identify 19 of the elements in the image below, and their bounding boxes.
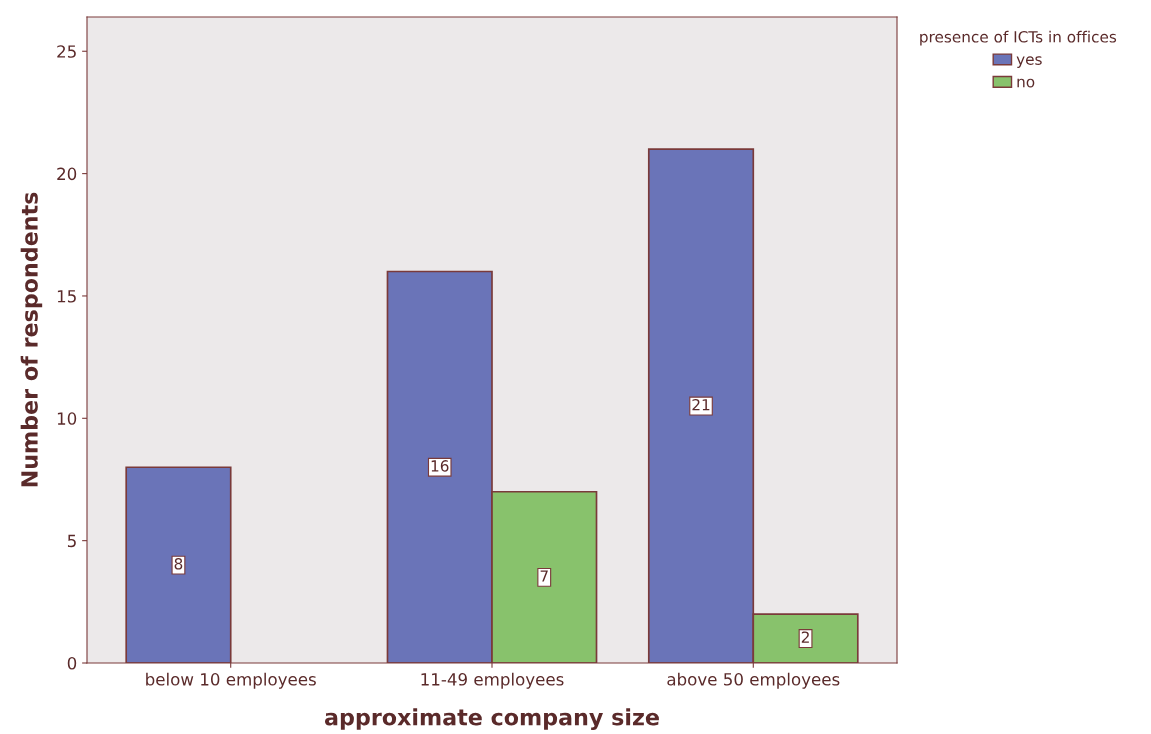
data-label: 21 bbox=[692, 398, 710, 411]
legend-title: presence of ICTs in offices bbox=[920, 30, 1117, 46]
data-label: 2 bbox=[801, 631, 809, 643]
y-tick-label: 15 bbox=[57, 290, 76, 303]
y-tick-label: 5 bbox=[67, 534, 76, 548]
x-tick-label: below 10 employees bbox=[146, 672, 316, 689]
y-axis-title: Number of respondents bbox=[20, 192, 43, 487]
y-tick-label: 20 bbox=[57, 167, 77, 181]
data-label: 8 bbox=[174, 558, 183, 570]
legend-label: yes bbox=[1016, 56, 1042, 68]
x-tick-label: 11-49 employees bbox=[421, 672, 564, 689]
y-tick-label: 0 bbox=[67, 656, 77, 670]
x-axis-title: approximate company size bbox=[324, 708, 659, 730]
x-tick-label: above 50 employees bbox=[667, 672, 840, 689]
data-label: 7 bbox=[540, 570, 548, 582]
y-tick-label: 10 bbox=[57, 412, 77, 425]
data-label: 16 bbox=[431, 460, 449, 472]
y-tick-label: 25 bbox=[57, 45, 76, 58]
legend-label: no bbox=[1017, 78, 1035, 88]
